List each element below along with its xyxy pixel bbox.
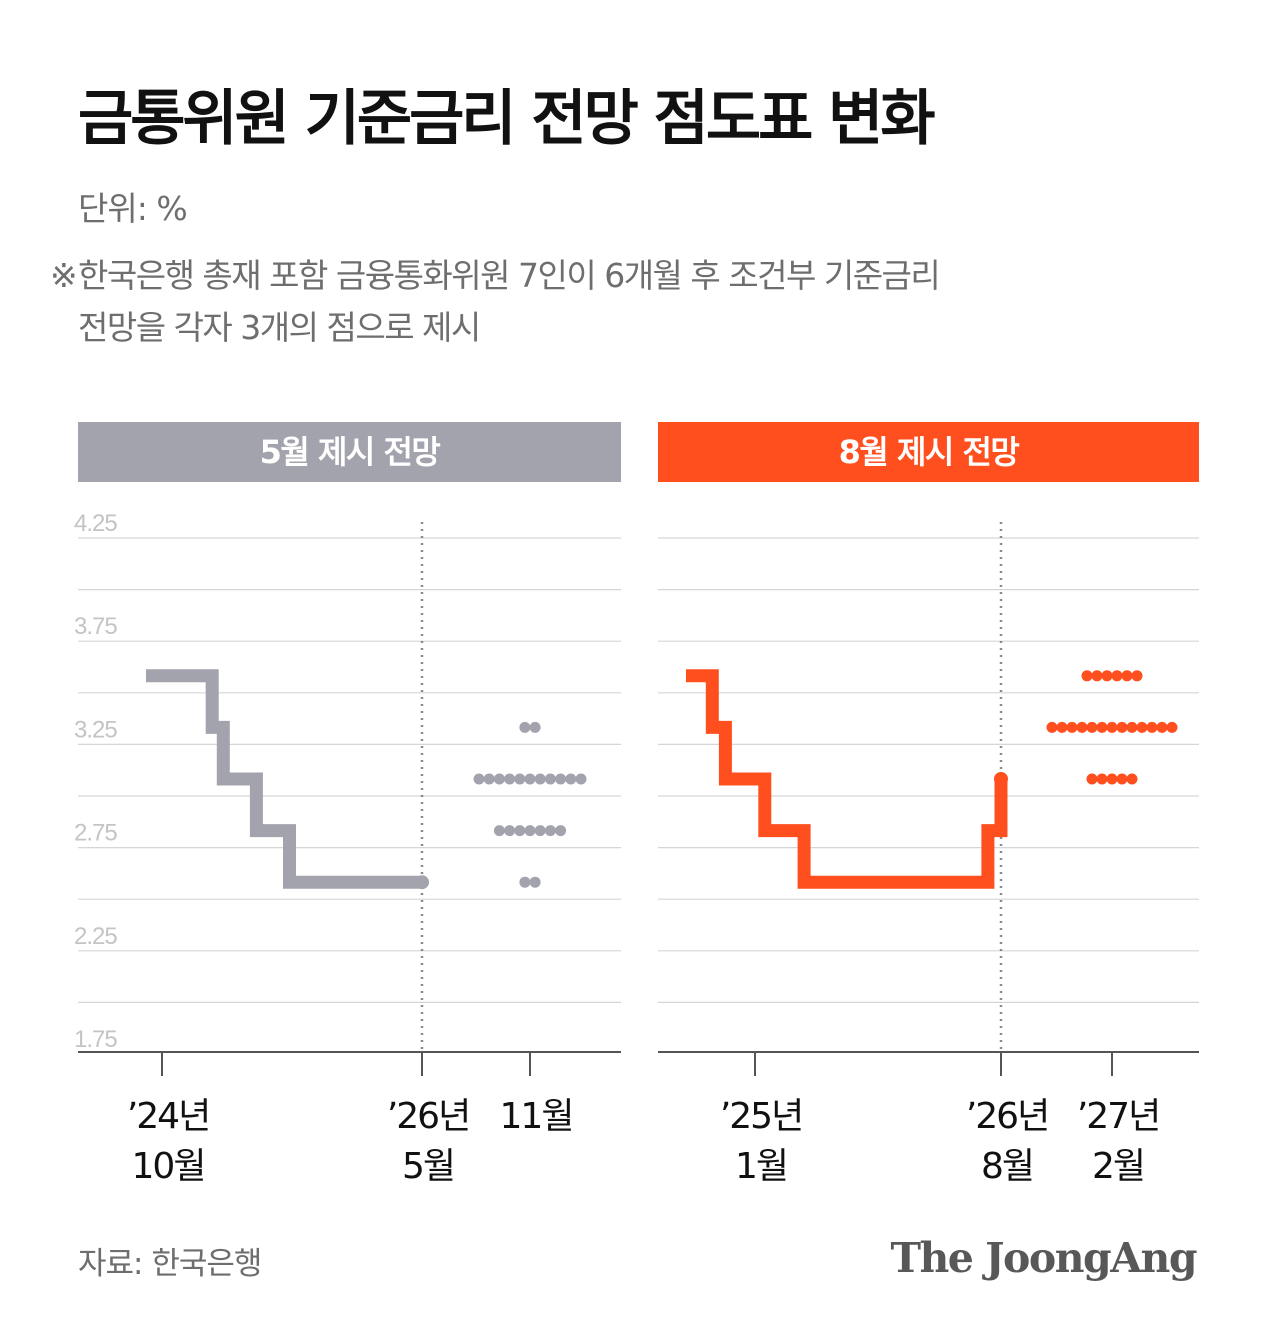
forecast-dot xyxy=(473,773,485,785)
forecast-dot xyxy=(529,721,541,733)
footnote: ※한국은행 총재 포함 금융통화위원 7인이 6개월 후 조건부 기준금리 전망… xyxy=(50,250,941,354)
forecast-dot xyxy=(575,773,587,785)
x-tick-label: 10월 xyxy=(132,1146,205,1187)
forecast-dot xyxy=(1086,773,1098,785)
x-tick-label: ’25년 xyxy=(720,1096,802,1137)
forecast-dot xyxy=(1046,721,1058,733)
dot-plot-chart: 4.25 3.75 3.25 2.75 2.25 1.75 ’24년 10월 ’26년 5월 11월… xyxy=(74,510,1199,1187)
forecast-dot xyxy=(1081,670,1093,682)
forecast-dot xyxy=(504,825,516,837)
forecast-dot xyxy=(524,825,536,837)
x-tick-label: 1월 xyxy=(735,1146,787,1187)
x-tick-label: ’27년 xyxy=(1077,1096,1159,1137)
panel-header-may: 5월 제시 전망 xyxy=(78,422,621,482)
forecast-dot xyxy=(1166,721,1178,733)
forecast-dot xyxy=(534,773,546,785)
forecast-dot xyxy=(1131,670,1143,682)
forecast-dot xyxy=(565,773,577,785)
source-label: 자료: 한국은행 xyxy=(78,1246,262,1282)
footnote-text-1: 한국은행 총재 포함 금융통화위원 7인이 6개월 후 조건부 기준금리 xyxy=(78,256,941,295)
y-tick-label: 4.25 xyxy=(74,510,117,537)
forecast-dot xyxy=(529,876,541,888)
forecast-dot xyxy=(1121,670,1133,682)
panel-august: ’25년 1월 ’26년 8월 ’27년 2월 xyxy=(658,522,1199,1187)
policy-rate-line xyxy=(146,669,422,889)
forecast-dot xyxy=(1086,721,1098,733)
forecast-dot xyxy=(534,825,546,837)
y-tick-label: 1.75 xyxy=(74,1026,117,1053)
forecast-dot xyxy=(1126,773,1138,785)
policy-rate-endpoint xyxy=(994,772,1008,786)
y-tick-label: 2.25 xyxy=(74,923,117,950)
forecast-dot xyxy=(1116,721,1128,733)
publisher-logo: The JoongAng xyxy=(890,1234,1197,1282)
y-tick-label: 3.75 xyxy=(74,613,117,640)
chart-title: 금통위원 기준금리 전망 점도표 변화 xyxy=(78,84,936,154)
forecast-dot xyxy=(504,773,516,785)
forecast-dot xyxy=(544,773,556,785)
forecast-dot xyxy=(1101,670,1113,682)
forecast-dot xyxy=(1096,773,1108,785)
forecast-dot xyxy=(493,773,505,785)
x-tick-label: ’26년 xyxy=(387,1096,469,1137)
forecast-dot xyxy=(524,773,536,785)
forecast-dot xyxy=(1106,721,1118,733)
policy-rate-endpoint xyxy=(415,875,429,890)
forecast-dot xyxy=(1111,670,1123,682)
x-tick-label: 2월 xyxy=(1092,1146,1144,1187)
forecast-dot xyxy=(1096,721,1108,733)
panel-header-august: 8월 제시 전망 xyxy=(658,422,1199,482)
forecast-dot xyxy=(514,773,526,785)
forecast-dot xyxy=(544,825,556,837)
forecast-dot xyxy=(1066,721,1078,733)
footnote-line-1: ※한국은행 총재 포함 금융통화위원 7인이 6개월 후 조건부 기준금리 xyxy=(50,250,941,302)
x-tick-label: ’26년 xyxy=(966,1096,1048,1137)
forecast-dot xyxy=(1106,773,1118,785)
forecast-dot xyxy=(1146,721,1158,733)
forecast-dot xyxy=(1056,721,1068,733)
forecast-dot xyxy=(519,721,531,733)
forecast-dot xyxy=(1091,670,1103,682)
reference-mark: ※ xyxy=(50,256,78,295)
forecast-dot xyxy=(1136,721,1148,733)
unit-label: 단위: % xyxy=(78,189,188,228)
forecast-dot xyxy=(514,825,526,837)
footnote-line-2: 전망을 각자 3개의 점으로 제시 xyxy=(78,308,481,347)
y-tick-label: 3.25 xyxy=(74,716,117,743)
y-tick-label: 2.75 xyxy=(74,820,117,847)
panel-may: 4.25 3.75 3.25 2.75 2.25 1.75 ’24년 10월 ’26년 5월 11월 xyxy=(74,510,621,1187)
forecast-dot xyxy=(555,825,567,837)
forecast-dot xyxy=(1156,721,1168,733)
x-tick-label: 8월 xyxy=(981,1146,1033,1187)
forecast-dot xyxy=(1076,721,1088,733)
forecast-dot xyxy=(493,825,505,837)
forecast-dot xyxy=(519,876,531,888)
x-tick-label: ’24년 xyxy=(127,1096,209,1137)
forecast-dot xyxy=(555,773,567,785)
x-tick-label: 5월 xyxy=(402,1146,454,1187)
policy-rate-line xyxy=(686,669,1008,889)
forecast-dot xyxy=(1126,721,1138,733)
forecast-dot xyxy=(483,773,495,785)
x-tick-label: 11월 xyxy=(500,1096,573,1137)
forecast-dot xyxy=(1116,773,1128,785)
